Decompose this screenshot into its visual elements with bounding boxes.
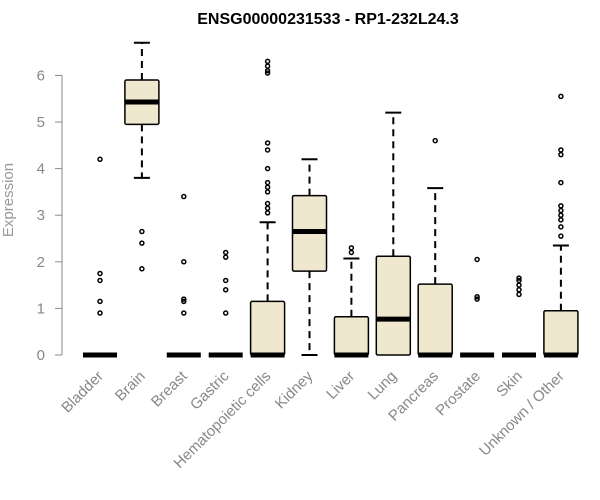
outlier-point (264, 210, 271, 216)
outlier-point (222, 249, 229, 256)
box-group-brain (124, 41, 160, 272)
outlier-point (558, 203, 564, 209)
y-tick-label: 3 (37, 207, 45, 224)
outlier-point (264, 165, 271, 172)
box-group-pancreas (417, 137, 453, 358)
outlier-point (516, 282, 522, 288)
box-group-lung (375, 111, 412, 356)
outlier-point (264, 58, 271, 65)
outlier-point (558, 233, 564, 239)
outlier-point (516, 277, 522, 284)
outlier-point (558, 93, 564, 100)
outlier-point (516, 275, 522, 281)
box-group-unknown-other (543, 93, 579, 358)
y-tick-label: 4 (37, 161, 45, 178)
outlier-point (558, 207, 564, 214)
x-tick-label: Lung (365, 368, 401, 404)
outlier-point (264, 205, 271, 211)
box-group-hematopoietic-cells (249, 58, 286, 358)
box-group-liver (333, 245, 370, 358)
outlier-point (139, 240, 145, 246)
outlier-point (264, 189, 271, 195)
outlier-point (97, 156, 103, 163)
outlier-point (264, 200, 271, 207)
outlier-point (558, 151, 564, 158)
outlier-point (474, 296, 480, 302)
box-group-breast (166, 193, 201, 358)
y-tick-label: 6 (37, 67, 45, 84)
outlier-point (348, 249, 355, 256)
outlier-point (264, 63, 271, 69)
outlier-point (222, 287, 229, 293)
outlier-point (97, 277, 103, 284)
outlier-point (474, 294, 480, 300)
outlier-point (558, 179, 564, 186)
box-group-gastric (208, 249, 243, 358)
outlier-point (558, 212, 564, 218)
outlier-point (181, 193, 187, 200)
outlier-point (264, 70, 271, 76)
outlier-point (558, 217, 564, 223)
y-tick-label: 1 (37, 300, 45, 317)
y-tick-label: 0 (37, 347, 45, 364)
outlier-point (222, 277, 229, 284)
outlier-point (264, 179, 271, 186)
box-group-prostate (460, 256, 495, 358)
outlier-point (264, 147, 271, 153)
outlier-point (558, 224, 564, 230)
box (249, 300, 286, 356)
plot-area (83, 41, 579, 358)
outlier-point (264, 184, 271, 190)
x-tick-label: Liver (323, 368, 358, 403)
y-axis: 0 1 2 3 4 5 6 (37, 67, 63, 364)
x-tick-label: Kidney (272, 367, 317, 412)
x-tick-label: Brain (112, 368, 149, 405)
box-group-kidney (291, 158, 328, 356)
outlier-point (181, 259, 187, 265)
outlier-point (558, 147, 564, 153)
outlier-point (264, 140, 271, 146)
outlier-point (97, 298, 103, 305)
box (417, 283, 453, 356)
box-group-bladder (83, 156, 117, 358)
y-tick-label: 2 (37, 254, 45, 271)
x-tick-label: Prostate (432, 368, 484, 420)
outlier-point (222, 254, 229, 260)
chart-title: ENSG00000231533 - RP1-232L24.3 (197, 11, 459, 28)
outlier-point (432, 137, 438, 144)
outlier-point (516, 287, 522, 293)
outlier-point (474, 256, 480, 263)
y-tick-label: 5 (37, 114, 45, 131)
outlier-point (97, 310, 103, 316)
outlier-point (181, 296, 187, 302)
outlier-point (181, 310, 187, 316)
outlier-point (139, 266, 145, 272)
outlier-point (348, 245, 355, 251)
outlier-point (139, 228, 145, 235)
box (333, 316, 370, 356)
x-tick-label: Bladder (58, 368, 107, 417)
box-group-skin (502, 275, 536, 358)
box (375, 255, 412, 356)
y-axis-label: Expression (0, 163, 17, 237)
outlier-point (97, 270, 103, 277)
outlier-point (516, 291, 522, 298)
outlier-point (222, 310, 229, 316)
x-tick-label: Skin (493, 368, 526, 401)
box (543, 309, 579, 356)
outlier-point (181, 298, 187, 305)
x-tick-label: Breast (148, 367, 191, 410)
